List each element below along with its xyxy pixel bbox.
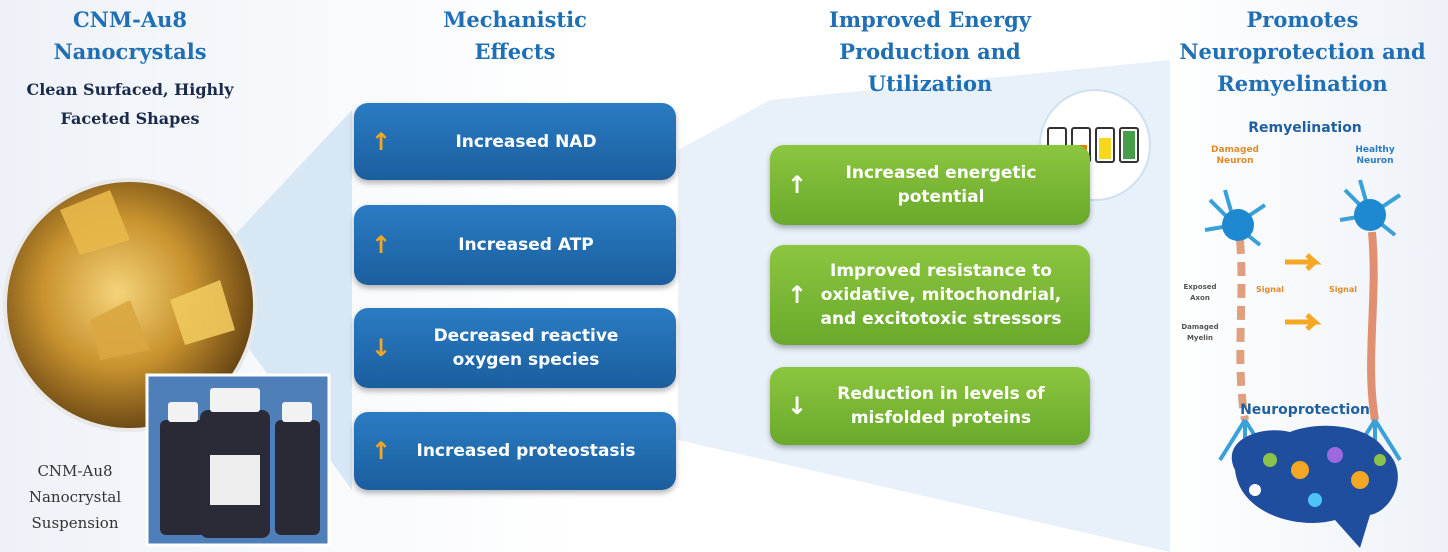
- soma: [1354, 199, 1386, 231]
- crystal: [170, 280, 235, 345]
- brain-nodes: [1249, 447, 1386, 507]
- arrow-up: ↑: [370, 437, 392, 465]
- battery-level: [1099, 138, 1111, 159]
- vial-cap: [168, 402, 198, 422]
- column-title: Mechanistic Effects: [443, 7, 587, 64]
- battery-level: [1123, 131, 1135, 159]
- column-subtitle: Clean Surfaced, Highly Faceted Shapes: [26, 80, 234, 128]
- vial: [160, 420, 205, 535]
- effect-text: Increased energetic potential: [845, 163, 1037, 207]
- arrow: [1285, 253, 1322, 271]
- effect-text: Increased ATP: [458, 235, 594, 255]
- effect-box: ↑ Increased NAD: [354, 103, 676, 180]
- effect-text: Decreased reactive oxygen species: [433, 326, 619, 370]
- effect-box: ↑ Improved resistance to oxidative, mitoc…: [770, 245, 1090, 345]
- effect-box: ↓ Decreased reactive oxygen species: [354, 308, 676, 388]
- label: Healthy Neuron: [1355, 145, 1395, 166]
- arrow-down: ↓: [370, 334, 392, 362]
- effect-text: Improved resistance to oxidative, mitoch…: [820, 261, 1062, 329]
- label: Exposed Axon: [1183, 283, 1217, 302]
- label: Damaged Neuron: [1211, 145, 1259, 166]
- effect-text: Increased proteostasis: [416, 441, 636, 461]
- arrow-up: ↑: [786, 281, 808, 309]
- label: Signal: [1328, 285, 1358, 294]
- crystal: [60, 190, 130, 255]
- vial-label: [210, 455, 260, 505]
- arrow-down: ↓: [786, 392, 808, 420]
- column-title: Improved Energy Production and Utilizati…: [829, 7, 1031, 96]
- label: Remyelination: [1248, 120, 1362, 136]
- soma: [1222, 209, 1254, 241]
- column-title: CNM-Au8 Nanocrystals: [53, 7, 207, 64]
- arrow-up: ↑: [370, 231, 392, 259]
- effect-text: Increased NAD: [455, 131, 597, 152]
- vial-cap: [210, 388, 260, 412]
- column-title: Promotes Neuroprotection and Remyelinati…: [1179, 7, 1426, 96]
- effect-box: ↑ Increased energetic potential: [770, 145, 1090, 225]
- effect-box: ↑ Increased ATP: [354, 205, 676, 285]
- vial-cap: [282, 402, 312, 422]
- arrow-up: ↑: [370, 127, 392, 156]
- label: Damaged Myelin: [1181, 323, 1219, 342]
- crystal: [90, 300, 150, 360]
- label: Neuroprotection: [1240, 402, 1370, 418]
- label: Signal: [1255, 285, 1285, 294]
- arrow-up: ↑: [786, 171, 808, 199]
- arrow: [1285, 313, 1322, 331]
- effect-text: Reduction in levels of misfolded protein…: [837, 384, 1045, 428]
- vial: [275, 420, 320, 535]
- effect-box: ↓ Reduction in levels of misfolded protei…: [770, 367, 1090, 445]
- effect-box: ↑ Increased proteostasis: [354, 412, 676, 490]
- caption: CNM-Au8 Nanocrystal Suspension: [28, 462, 122, 532]
